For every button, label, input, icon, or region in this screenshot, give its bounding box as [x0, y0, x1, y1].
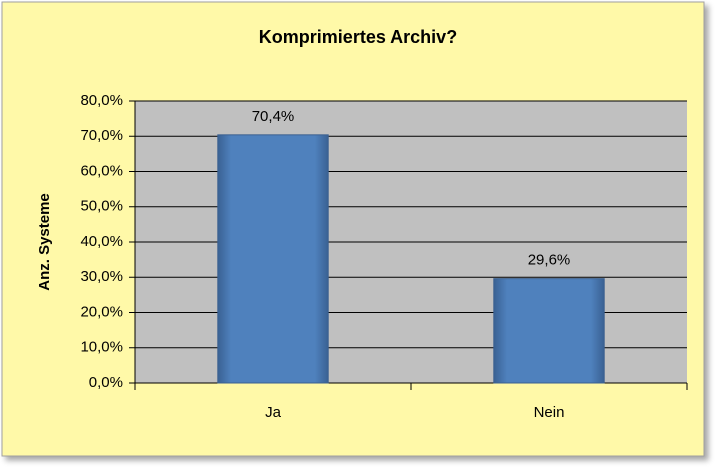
bar: [493, 278, 605, 384]
y-tick-label: 70,0%: [80, 127, 123, 144]
y-axis-label: Anz. Systeme: [36, 193, 53, 291]
y-tick-label: 40,0%: [80, 233, 123, 250]
y-tick-label: 10,0%: [80, 339, 123, 356]
x-tick-label: Nein: [534, 404, 565, 421]
y-tick-label: 80,0%: [80, 92, 123, 109]
y-tick-label: 20,0%: [80, 303, 123, 320]
data-label: 70,4%: [252, 108, 295, 125]
chart-title: Komprimiertes Archiv?: [259, 27, 457, 47]
y-tick-label: 60,0%: [80, 162, 123, 179]
x-tick-label: Ja: [265, 404, 282, 421]
y-tick-label: 30,0%: [80, 268, 123, 285]
y-tick-label: 50,0%: [80, 198, 123, 215]
bar: [217, 134, 329, 384]
data-label: 29,6%: [528, 252, 571, 269]
y-tick-label: 0,0%: [89, 374, 123, 391]
